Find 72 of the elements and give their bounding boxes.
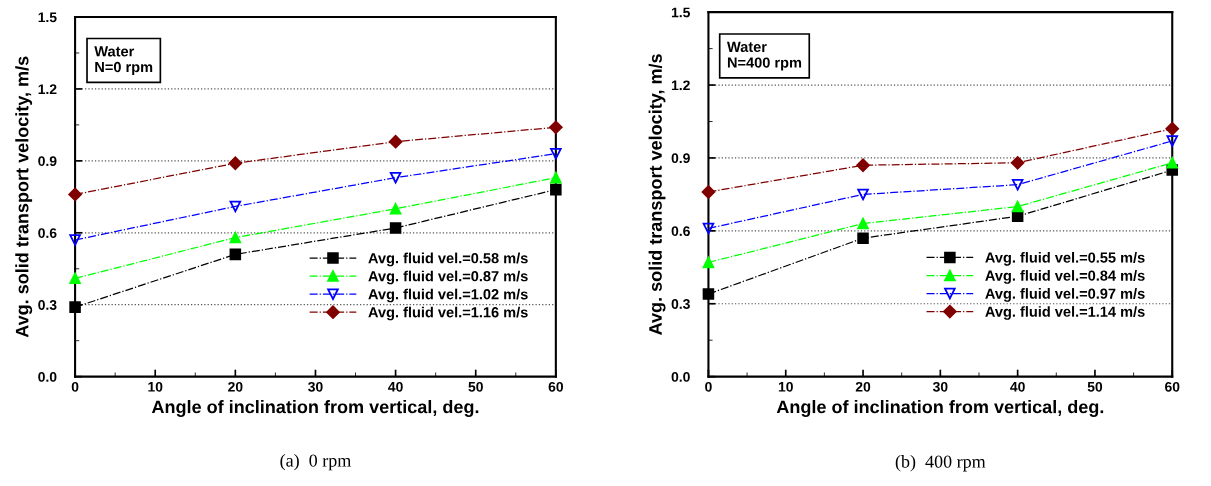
point bbox=[388, 134, 403, 149]
point bbox=[549, 120, 563, 135]
annotation: Water N=400 rpm bbox=[727, 41, 802, 71]
y-tick-label: 1.5 bbox=[671, 7, 690, 18]
point bbox=[857, 217, 869, 230]
legend-label: Avg. fluid vel.=1.16 m/s bbox=[368, 306, 528, 321]
point bbox=[1166, 157, 1179, 169]
point bbox=[702, 288, 715, 300]
point bbox=[702, 256, 715, 269]
point bbox=[701, 185, 716, 199]
y-tick-label: 0.9 bbox=[671, 153, 690, 164]
y-tick-label: 1.2 bbox=[38, 84, 57, 94]
x-tick-label: 20 bbox=[855, 381, 871, 392]
legend-label: Avg. fluid vel.=0.87 m/s bbox=[368, 270, 528, 285]
y-axis-title: Avg. solid transport velocity, m/s bbox=[648, 54, 666, 335]
x-tick-label: 40 bbox=[388, 381, 403, 392]
point bbox=[69, 272, 81, 285]
legend-label: Avg. fluid vel.=0.84 m/s bbox=[985, 270, 1145, 284]
point bbox=[69, 301, 81, 313]
point bbox=[389, 203, 402, 215]
x-axis-title: Angle of inclination from vertical, deg. bbox=[776, 400, 1104, 417]
x-tick-label: 60 bbox=[548, 381, 563, 392]
annotation: Water N=0 rpm bbox=[94, 46, 153, 76]
text: (b) 400 rpm bbox=[895, 455, 986, 472]
x-tick-label: 20 bbox=[228, 381, 243, 392]
point bbox=[857, 232, 869, 244]
legend-label: Avg. fluid vel.=1.02 m/s bbox=[368, 288, 528, 303]
point bbox=[1010, 156, 1025, 170]
x-axis-title: Angle of inclination from vertical, deg. bbox=[151, 400, 479, 417]
y-axis-title: Avg. solid transport velocity, m/s bbox=[15, 56, 33, 338]
point bbox=[229, 248, 242, 261]
x-tick-label: 60 bbox=[1165, 381, 1180, 392]
text: (a) 0 rpm bbox=[280, 453, 352, 471]
point bbox=[856, 158, 870, 173]
x-tick-label: 50 bbox=[468, 381, 483, 392]
point bbox=[1166, 135, 1179, 147]
point bbox=[1011, 200, 1024, 213]
x-tick-label: 50 bbox=[1087, 381, 1103, 392]
legend-label: Avg. fluid vel.=0.55 m/s bbox=[985, 252, 1145, 266]
y-tick-label: 0.6 bbox=[671, 226, 690, 237]
y-tick-label: 1.5 bbox=[38, 12, 57, 23]
point bbox=[1165, 121, 1180, 136]
point bbox=[229, 231, 242, 244]
point bbox=[389, 171, 402, 184]
x-tick-label: 10 bbox=[148, 381, 163, 392]
y-tick-label: 0.9 bbox=[38, 156, 57, 167]
y-tick-label: 0.6 bbox=[38, 228, 57, 238]
point bbox=[550, 171, 562, 184]
point bbox=[68, 187, 82, 202]
point bbox=[857, 188, 869, 201]
y-tick-label: 1.2 bbox=[671, 80, 690, 91]
x-tick-label: 30 bbox=[308, 381, 323, 392]
y-tick-label: 0.3 bbox=[38, 300, 57, 310]
point bbox=[702, 222, 715, 235]
legend-label: Avg. fluid vel.=0.97 m/s bbox=[985, 288, 1145, 302]
point bbox=[69, 234, 81, 246]
point bbox=[389, 222, 402, 234]
x-tick-label: 30 bbox=[932, 381, 948, 392]
y-tick-label: 0.0 bbox=[38, 371, 57, 382]
y-tick-label: 0.0 bbox=[671, 371, 690, 382]
point bbox=[229, 200, 242, 213]
x-tick-label: 10 bbox=[778, 381, 793, 392]
legend-label: Avg. fluid vel.=1.14 m/s bbox=[985, 306, 1145, 320]
legend-label: Avg. fluid vel.=0.58 m/s bbox=[368, 252, 528, 267]
x-tick-label: 40 bbox=[1010, 381, 1025, 392]
point bbox=[550, 147, 562, 160]
x-tick-label: 0 bbox=[705, 381, 712, 392]
point bbox=[228, 156, 243, 171]
point bbox=[1011, 178, 1024, 191]
point bbox=[550, 183, 562, 196]
x-tick-label: 0 bbox=[71, 381, 79, 392]
y-tick-label: 0.3 bbox=[671, 299, 690, 309]
